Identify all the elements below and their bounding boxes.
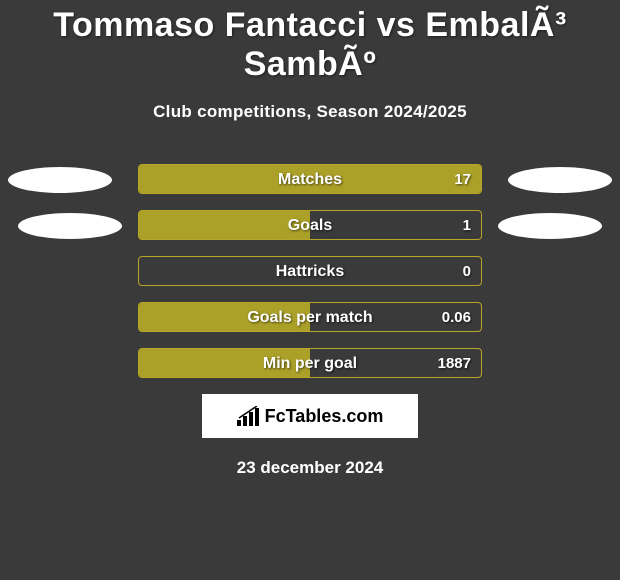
stat-value-right: 0 [463,257,471,287]
stat-bar: Goals1 [138,210,482,240]
stat-label: Hattricks [139,257,481,287]
player-marker-right [508,167,612,193]
player-marker-right [498,213,602,239]
stat-bar: Hattricks0 [138,256,482,286]
stat-value-right: 1 [463,211,471,241]
stat-row: Goals1 [0,210,620,242]
date-label: 23 december 2024 [0,458,620,478]
bar-fill-left [139,165,310,193]
bar-fill-left [139,349,310,377]
stat-row: Hattricks0 [0,256,620,288]
bar-fill-left [139,211,310,239]
stat-bar: Goals per match0.06 [138,302,482,332]
bar-fill-left [139,303,310,331]
stat-row: Goals per match0.06 [0,302,620,334]
subtitle: Club competitions, Season 2024/2025 [0,102,620,122]
page-title: Tommaso Fantacci vs EmbalÃ³ SambÃº [0,0,620,84]
stat-row: Min per goal1887 [0,348,620,380]
stat-value-right: 17 [454,165,471,195]
player-marker-left [18,213,122,239]
comparison-chart: Matches17 Goals1 Hattricks0 Goals per match… [0,164,620,380]
stat-value-right: 1887 [438,349,471,379]
branding-badge: FcTables.com [202,394,418,438]
chart-icon [237,406,259,426]
player-marker-left [8,167,112,193]
branding-text: FcTables.com [265,406,384,427]
stat-bar: Matches17 [138,164,482,194]
stat-value-right: 0.06 [442,303,471,333]
stat-row: Matches17 [0,164,620,196]
stat-bar: Min per goal1887 [138,348,482,378]
